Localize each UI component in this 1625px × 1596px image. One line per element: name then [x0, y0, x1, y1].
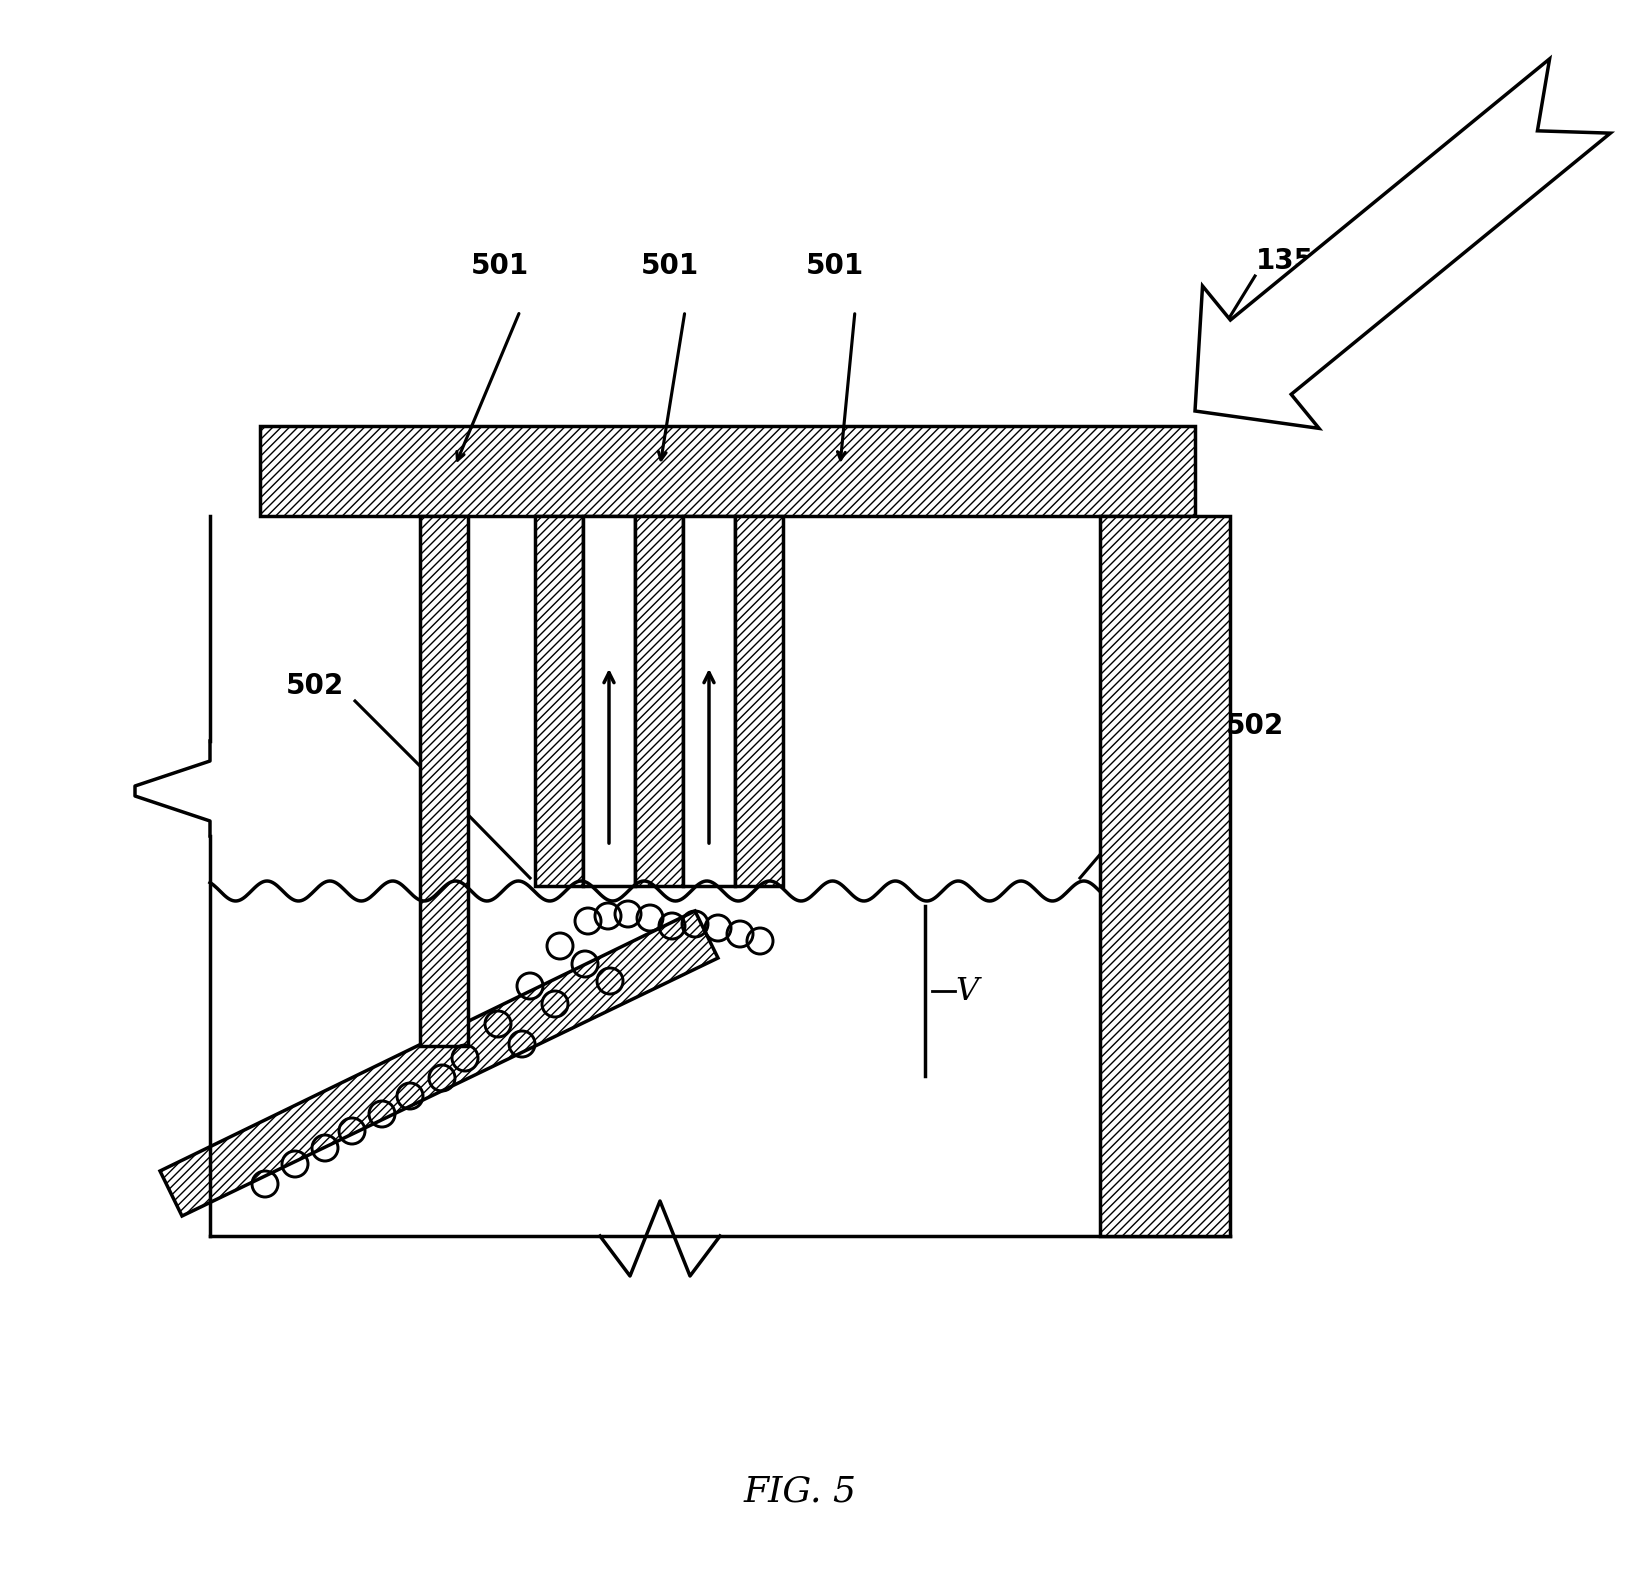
- Polygon shape: [159, 911, 718, 1216]
- Polygon shape: [1194, 59, 1610, 428]
- Text: 501: 501: [806, 252, 864, 279]
- Bar: [1100, 516, 1230, 1235]
- Bar: [583, 516, 635, 886]
- Bar: [419, 516, 468, 1045]
- Text: 501: 501: [640, 252, 699, 279]
- Text: 135: 135: [1256, 247, 1315, 275]
- Bar: [535, 516, 583, 886]
- Text: 502: 502: [286, 672, 344, 701]
- Bar: [682, 516, 734, 886]
- Text: FIG. 5: FIG. 5: [744, 1475, 856, 1508]
- Text: 502: 502: [1225, 712, 1284, 741]
- Text: V: V: [956, 975, 978, 1007]
- Bar: [260, 426, 1194, 516]
- Bar: [734, 516, 783, 886]
- Bar: [635, 516, 682, 886]
- Text: 501: 501: [471, 252, 530, 279]
